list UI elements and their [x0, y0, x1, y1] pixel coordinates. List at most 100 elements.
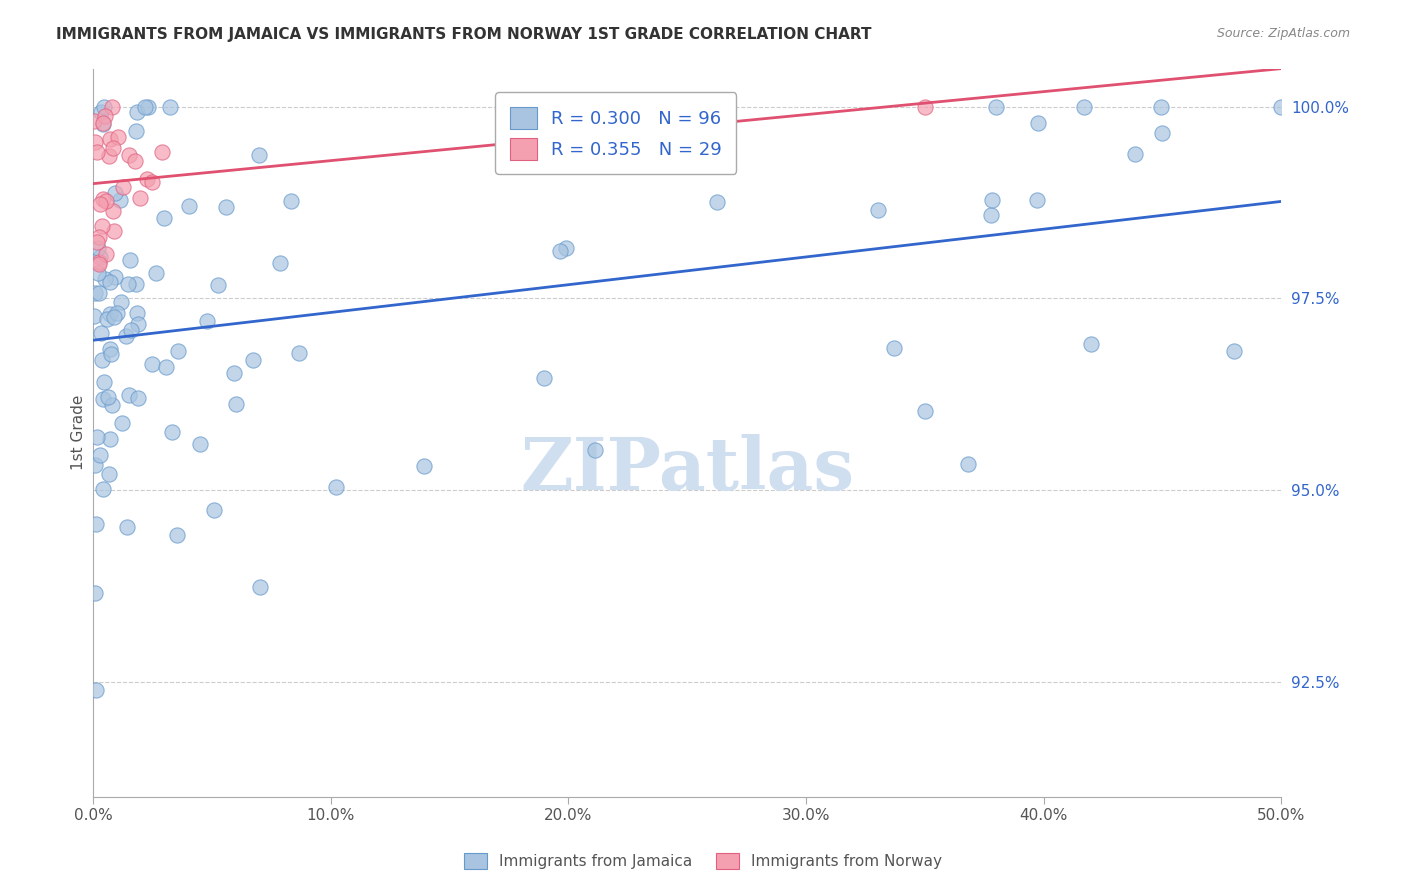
Point [269, 255, 291, 269]
Point [280, 194, 302, 209]
Point [583, 442, 606, 457]
Point [112, 180, 135, 194]
Point [124, 154, 146, 169]
Point [980, 208, 1002, 222]
Point [1025, 193, 1047, 207]
Point [125, 277, 148, 291]
Text: Source: ZipAtlas.com: Source: ZipAtlas.com [1216, 27, 1350, 40]
Point [87, 255, 110, 269]
Point [105, 306, 128, 320]
Point [127, 391, 149, 405]
Point [103, 310, 125, 325]
Point [101, 203, 124, 218]
Point [1026, 116, 1049, 130]
Point [1222, 343, 1244, 358]
Point [98, 307, 121, 321]
Point [136, 100, 159, 114]
Point [127, 317, 149, 331]
Point [914, 100, 936, 114]
Point [91, 116, 114, 130]
Point [87, 266, 110, 280]
Point [120, 252, 142, 267]
Point [111, 416, 134, 430]
Point [83, 114, 105, 128]
Point [86, 516, 108, 531]
Point [984, 100, 1007, 114]
Point [89, 257, 111, 271]
Point [108, 193, 131, 207]
Point [150, 145, 173, 160]
Point [134, 100, 156, 114]
Point [101, 398, 124, 412]
Point [101, 140, 124, 154]
Point [117, 277, 139, 291]
Point [125, 105, 148, 120]
Point [93, 100, 115, 114]
Point [91, 482, 114, 496]
Point [956, 458, 979, 472]
Point [120, 323, 142, 337]
Point [167, 343, 190, 358]
Point [84, 135, 107, 149]
Point [91, 353, 114, 368]
Point [249, 580, 271, 594]
Point [207, 278, 229, 293]
Point [166, 527, 188, 541]
Point [86, 235, 108, 250]
Point [153, 211, 176, 226]
Point [107, 130, 129, 145]
Point [413, 458, 436, 473]
Point [1152, 126, 1174, 140]
Y-axis label: 1st Grade: 1st Grade [72, 395, 86, 470]
Point [97, 390, 120, 404]
Point [93, 271, 115, 285]
Text: ZIPatlas: ZIPatlas [520, 434, 855, 505]
Point [100, 432, 122, 446]
Point [706, 194, 728, 209]
Point [325, 480, 347, 494]
Point [96, 312, 118, 326]
Point [1080, 336, 1102, 351]
Point [981, 193, 1004, 207]
Point [90, 326, 112, 340]
Point [84, 285, 107, 300]
Point [177, 199, 200, 213]
Point [96, 246, 118, 260]
Point [83, 309, 105, 323]
Point [83, 586, 105, 600]
Point [1270, 100, 1292, 114]
Point [288, 346, 311, 360]
Point [242, 353, 264, 368]
Point [883, 342, 905, 356]
Point [98, 149, 121, 163]
Point [224, 366, 246, 380]
Point [98, 275, 121, 289]
Point [533, 371, 555, 385]
Point [114, 329, 136, 343]
Legend: R = 0.300   N = 96, R = 0.355   N = 29: R = 0.300 N = 96, R = 0.355 N = 29 [495, 92, 737, 174]
Point [160, 425, 183, 439]
Point [914, 404, 936, 418]
Point [117, 520, 139, 534]
Point [94, 194, 117, 208]
Point [91, 392, 114, 407]
Point [135, 172, 157, 186]
Point [554, 241, 576, 255]
Point [86, 240, 108, 254]
Point [104, 269, 127, 284]
Point [91, 192, 114, 206]
Point [89, 197, 111, 211]
Point [117, 387, 139, 401]
Point [86, 145, 108, 159]
Point [141, 358, 163, 372]
Point [100, 343, 122, 357]
Point [89, 285, 111, 300]
Point [159, 100, 181, 114]
Point [1149, 100, 1171, 114]
Point [548, 244, 571, 258]
Point [90, 105, 112, 120]
Point [868, 203, 890, 218]
Point [98, 131, 121, 145]
Point [110, 295, 132, 310]
Point [1123, 147, 1146, 161]
